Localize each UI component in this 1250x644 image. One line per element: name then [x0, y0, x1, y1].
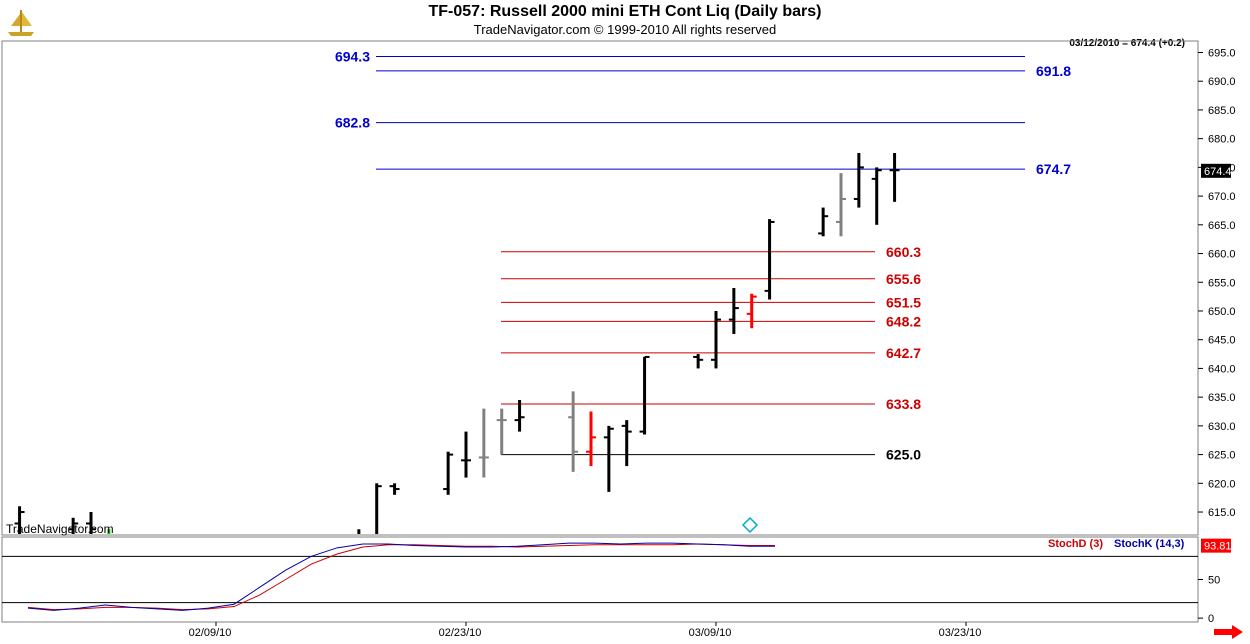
- price-axis-tick-label: 685.0: [1208, 105, 1236, 117]
- right-arrow-icon[interactable]: [1214, 625, 1244, 644]
- price-axis-tick-label: 625.0: [1208, 450, 1236, 462]
- date-axis-label: 03/09/10: [689, 627, 732, 639]
- date-axis-label: 03/23/10: [939, 627, 982, 639]
- diamond-marker-icon: [741, 516, 759, 534]
- level-label: 694.3: [335, 49, 370, 65]
- chart-subtitle: TradeNavigator.com © 1999-2010 All right…: [473, 22, 777, 37]
- stoch-value-label: 93.81: [1204, 541, 1232, 553]
- level-label: 691.8: [1036, 63, 1071, 79]
- watermark-text: TradeNavigator.com: [6, 522, 114, 536]
- level-label: 642.7: [886, 345, 921, 361]
- price-axis-tick-label: 695.0: [1208, 47, 1236, 59]
- last-price-badge: [1201, 163, 1231, 178]
- price-panel-frame: [1, 40, 1199, 536]
- stoch-series-line: [27, 542, 775, 611]
- price-readout: 03/12/2010 = 674.4 (+0.2): [1069, 38, 1185, 49]
- stoch-d-legend: StochD (3): [1048, 538, 1103, 550]
- price-axis-tick-label: 660.0: [1208, 249, 1236, 261]
- price-axis-tick-label: 615.0: [1208, 507, 1236, 519]
- price-axis-tick-label: 635.0: [1208, 392, 1236, 404]
- price-axis-tick-label: 645.0: [1208, 335, 1236, 347]
- price-axis-tick-label: 650.0: [1208, 306, 1236, 318]
- price-axis-tick-label: 665.0: [1208, 220, 1236, 232]
- level-label: 651.5: [886, 294, 921, 310]
- ship-wheel-icon: [4, 4, 38, 38]
- level-label: 660.3: [886, 244, 921, 260]
- price-axis-tick-label: 670.0: [1208, 191, 1236, 203]
- price-axis-tick-label: 630.0: [1208, 421, 1236, 433]
- stoch-value-badge: [1201, 538, 1231, 553]
- price-axis-tick-label: 690.0: [1208, 76, 1236, 88]
- stoch-k-legend: StochK (14,3): [1114, 538, 1185, 550]
- date-axis-label: 02/09/10: [189, 627, 232, 639]
- stoch-series-line: [27, 543, 775, 611]
- level-label: 633.8: [886, 396, 921, 412]
- price-axis-tick-label: 655.0: [1208, 277, 1236, 289]
- stoch-axis-tick-label: 0: [1208, 613, 1214, 625]
- price-axis-tick-label: 680.0: [1208, 134, 1236, 146]
- level-label: 625.0: [886, 447, 921, 463]
- level-label: 682.8: [335, 115, 370, 131]
- level-label: 674.7: [1036, 161, 1071, 177]
- stoch-axis-tick-label: 50: [1208, 575, 1220, 587]
- level-label: 655.6: [886, 271, 921, 287]
- level-label: 648.2: [886, 313, 921, 329]
- chart-title: TF-057: Russell 2000 mini ETH Cont Liq (…: [428, 3, 822, 20]
- date-axis-label: 02/23/10: [439, 627, 482, 639]
- last-price-label: 674.4: [1204, 166, 1232, 178]
- price-axis-tick-label: 640.0: [1208, 363, 1236, 375]
- price-axis-tick-label: 620.0: [1208, 478, 1236, 490]
